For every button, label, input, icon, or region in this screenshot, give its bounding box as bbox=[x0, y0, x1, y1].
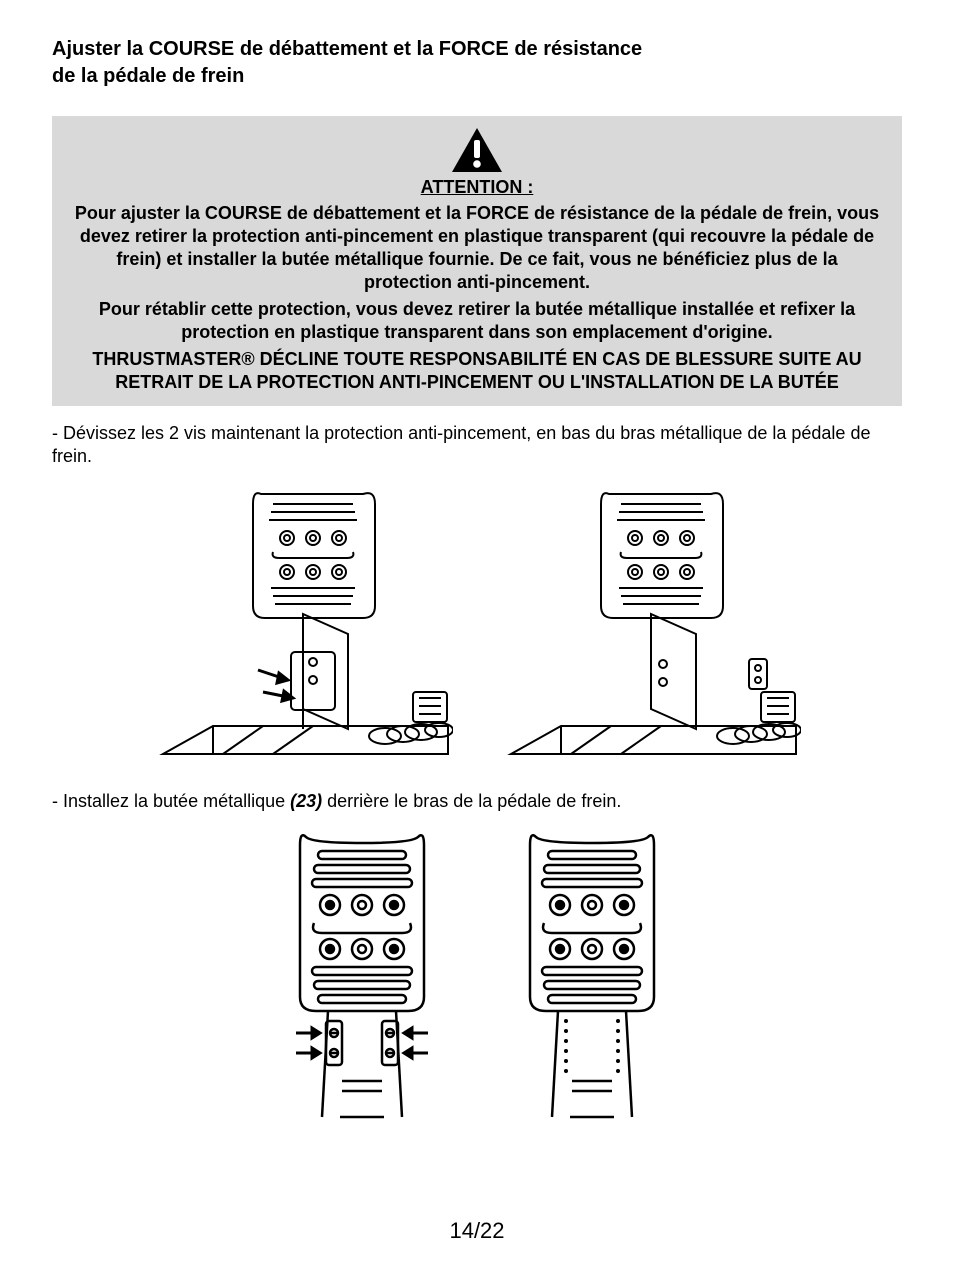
attention-paragraph-2: Pour rétablir cette protection, vous dev… bbox=[70, 298, 884, 344]
title-line-2: de la pédale de frein bbox=[52, 65, 244, 87]
figure-front-installed bbox=[492, 821, 692, 1121]
step-2-post: derrière le bras de la pédale de frein. bbox=[322, 791, 621, 811]
figure-row-2 bbox=[52, 821, 902, 1121]
page-number: 14/22 bbox=[0, 1218, 954, 1244]
manual-page: Ajuster la COURSE de débattement et la F… bbox=[0, 0, 954, 1272]
attention-box: ATTENTION : Pour ajuster la COURSE de dé… bbox=[52, 116, 902, 406]
attention-paragraph-1: Pour ajuster la COURSE de débattement et… bbox=[70, 202, 884, 294]
step-2-pre: - Installez la butée métallique bbox=[52, 791, 290, 811]
attention-label: ATTENTION : bbox=[70, 177, 884, 198]
section-title: Ajuster la COURSE de débattement et la F… bbox=[52, 36, 902, 90]
figure-front-install bbox=[262, 821, 462, 1121]
figure-pedal-unscrew-before bbox=[153, 484, 453, 774]
title-line-1: Ajuster la COURSE de débattement et la F… bbox=[52, 38, 642, 60]
warning-icon bbox=[450, 126, 504, 179]
figure-row-1 bbox=[52, 484, 902, 774]
attention-paragraph-3: THRUSTMASTER® DÉCLINE TOUTE RESPONSABILI… bbox=[70, 348, 884, 394]
step-2-ref: (23) bbox=[290, 791, 322, 811]
step-1-text: - Dévissez les 2 vis maintenant la prote… bbox=[52, 422, 902, 468]
figure-pedal-unscrew-after bbox=[501, 484, 801, 774]
step-2-text: - Installez la butée métallique (23) der… bbox=[52, 790, 902, 813]
